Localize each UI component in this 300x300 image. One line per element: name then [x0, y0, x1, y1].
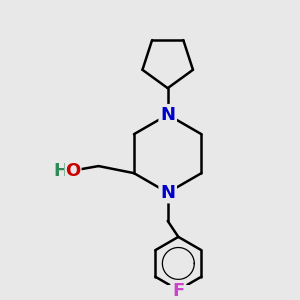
Text: O: O — [65, 162, 81, 180]
Text: F: F — [172, 282, 184, 300]
Text: N: N — [160, 106, 175, 124]
Text: N: N — [160, 184, 175, 202]
Text: H: H — [53, 162, 68, 180]
